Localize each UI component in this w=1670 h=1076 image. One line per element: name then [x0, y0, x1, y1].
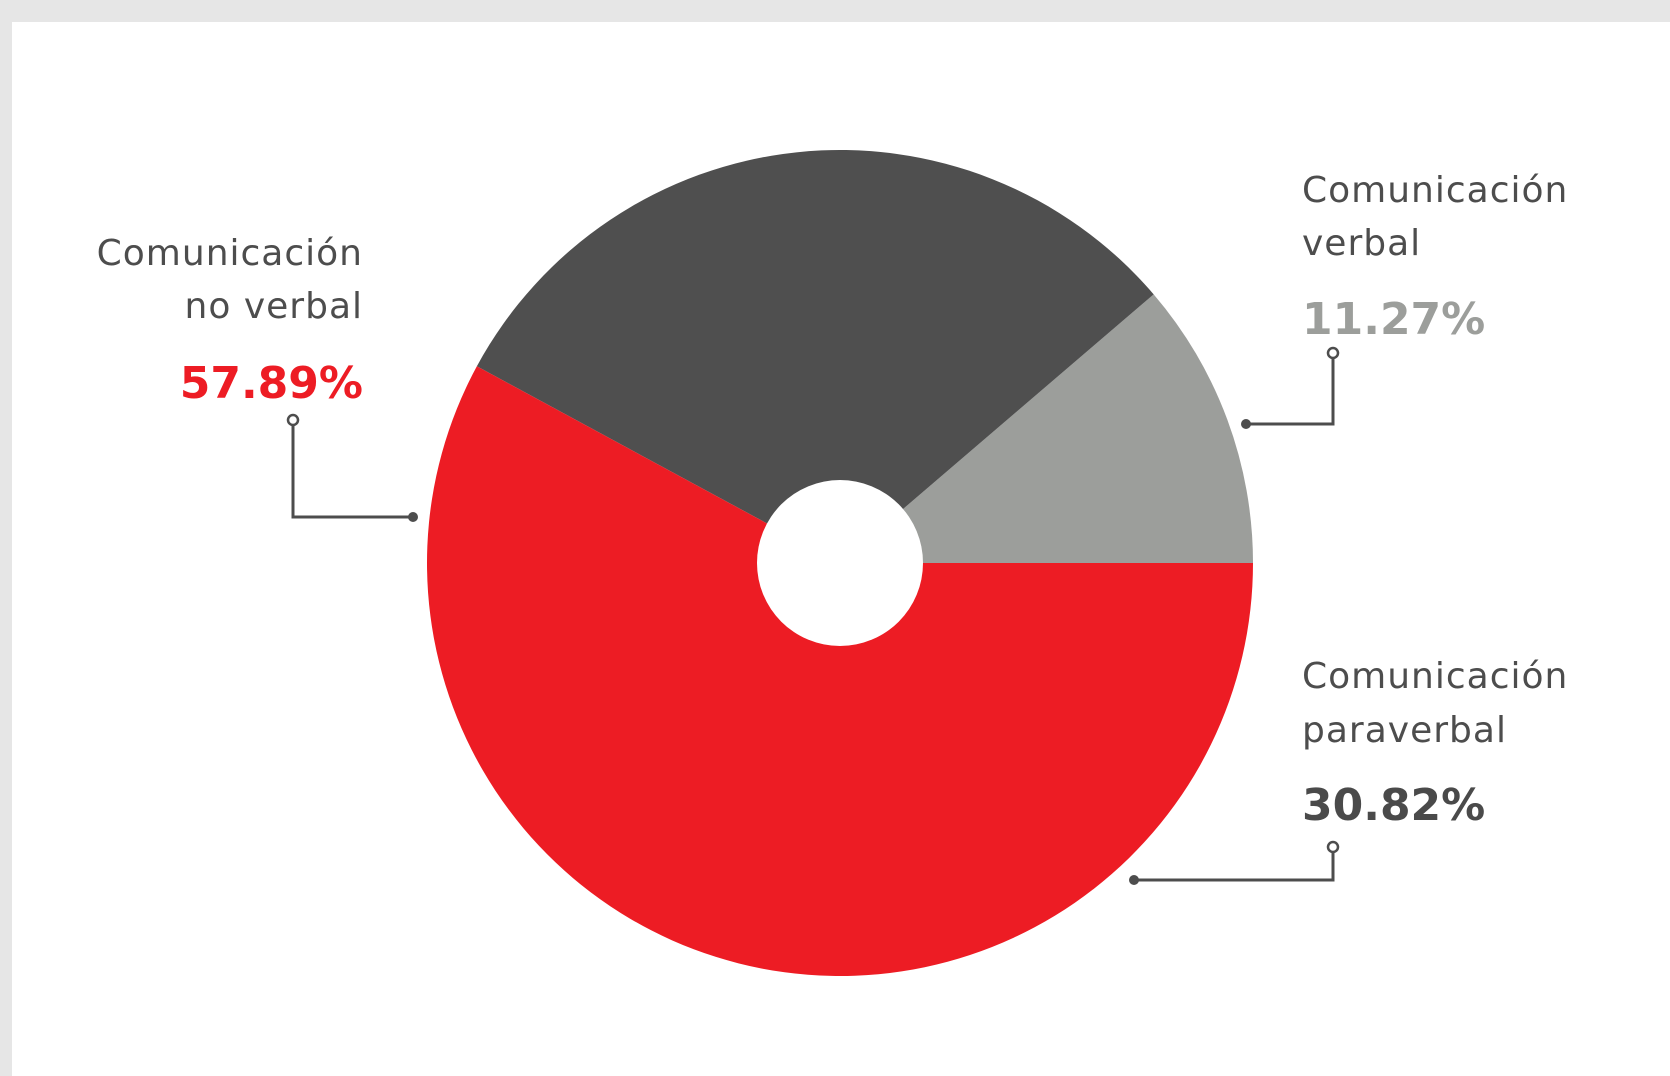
- callout-verbal: Comunicación verbal 11.27%: [1241, 170, 1568, 429]
- label-no-verbal-line1: Comunicación: [97, 233, 363, 274]
- slice-paraverbal: [476, 149, 1154, 563]
- leader-paraverbal-open-dot: [1326, 840, 1340, 854]
- value-verbal: 11.27%: [1302, 294, 1485, 345]
- label-paraverbal-line2: paraverbal: [1302, 710, 1507, 751]
- frame-top-border: [0, 0, 1670, 22]
- donut-hole: [757, 480, 923, 646]
- leader-no-verbal: [291, 420, 413, 519]
- label-no-verbal-line2: no verbal: [185, 286, 363, 327]
- callout-no-verbal: Comunicación no verbal 57.89%: [97, 233, 418, 522]
- slices-group: [427, 149, 1254, 976]
- leader-no-verbal-open-dot: [286, 413, 300, 427]
- callout-paraverbal: Comunicación paraverbal 30.82%: [1129, 656, 1568, 885]
- slice-verbal: [840, 294, 1253, 563]
- slice-no-verbal: [427, 366, 1254, 976]
- value-no-verbal: 57.89%: [180, 358, 363, 409]
- leader-no-verbal-dot: [408, 512, 418, 522]
- label-paraverbal-line1: Comunicación: [1302, 656, 1568, 697]
- leader-verbal-dot: [1241, 419, 1251, 429]
- leader-verbal-open-dot: [1326, 346, 1340, 360]
- leader-paraverbal: [1134, 847, 1335, 882]
- value-paraverbal: 30.82%: [1302, 780, 1485, 831]
- label-verbal-line1: Comunicación: [1302, 170, 1568, 211]
- leader-verbal: [1246, 353, 1335, 426]
- frame-left-border: [0, 0, 12, 1076]
- label-verbal-line2: verbal: [1302, 223, 1421, 264]
- leader-paraverbal-dot: [1129, 875, 1139, 885]
